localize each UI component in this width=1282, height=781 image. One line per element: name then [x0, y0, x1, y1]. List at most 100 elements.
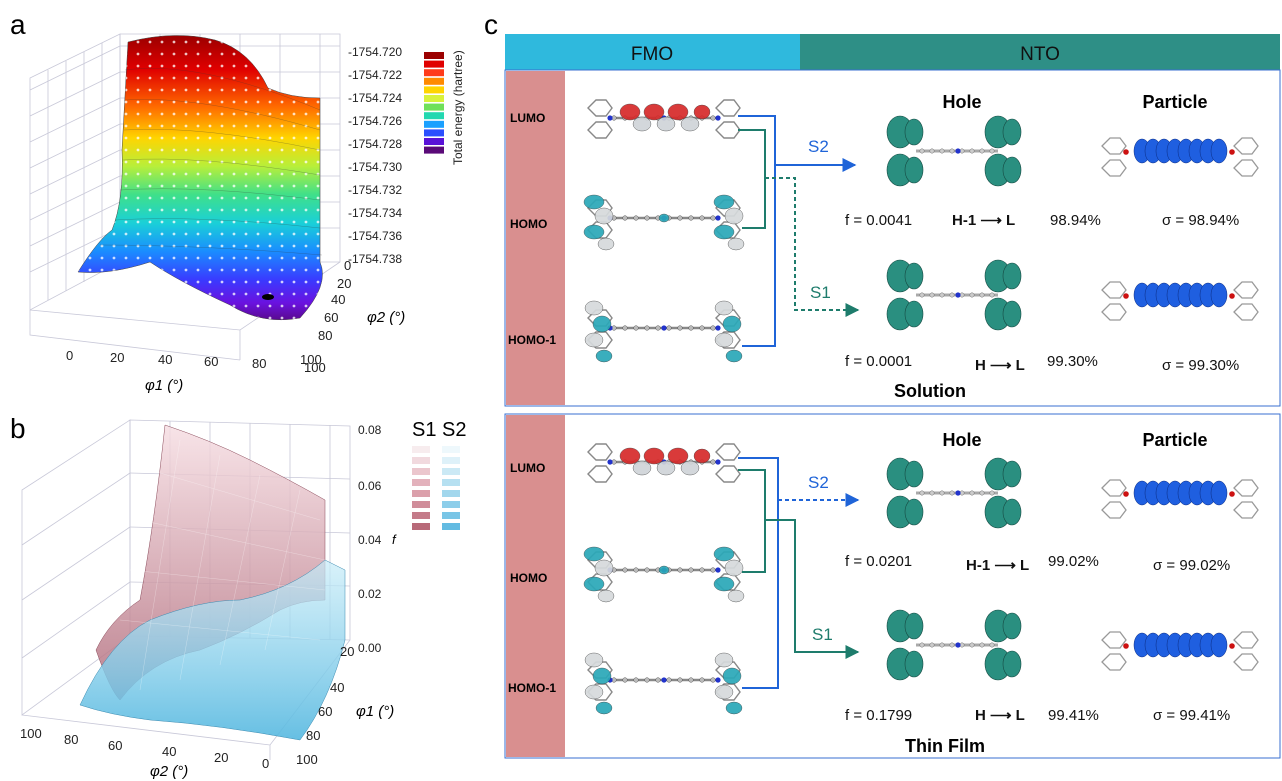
- x-tick: 80: [252, 356, 266, 371]
- panel-b-yticks: 20 40 60 80 100: [296, 644, 354, 767]
- particle-molecule: [1101, 631, 1259, 671]
- molecule-homo: [583, 194, 745, 251]
- transition-pct: 98.94%: [1050, 212, 1101, 229]
- colorbar-swatch: [424, 112, 444, 120]
- nto-header: [800, 34, 1280, 70]
- molecule-lumo: [587, 99, 741, 139]
- panel-a: a -1754.720 -1754.722 -1754.724 -1754.72…: [10, 9, 465, 394]
- x-tick: 100: [20, 726, 42, 741]
- panel-b-legend: S1 S2: [412, 419, 466, 530]
- phi1-axis-label: φ1 (°): [145, 377, 183, 394]
- f-axis-label: f: [392, 532, 397, 547]
- hole-molecule: [886, 259, 1022, 331]
- z-tick: -1754.722: [348, 68, 402, 82]
- transition: H-1 ⟶ L: [966, 557, 1029, 574]
- panel-a-label: a: [10, 9, 26, 40]
- transition-pct: 99.02%: [1048, 553, 1099, 570]
- colorbar-swatch: [424, 69, 444, 77]
- y-tick: 0: [344, 258, 351, 273]
- particle-molecule: [1101, 281, 1259, 321]
- legend-s1-swatch: [412, 490, 430, 497]
- z-tick: -1754.728: [348, 137, 402, 151]
- z-tick: -1754.730: [348, 160, 402, 174]
- phi2-axis-label: φ2 (°): [367, 309, 405, 326]
- transition: H-1 ⟶ L: [952, 212, 1015, 229]
- particle-title: Particle: [1142, 430, 1207, 450]
- state-label: S2: [808, 137, 829, 156]
- x-tick: 20: [110, 350, 124, 365]
- y-tick: 40: [330, 680, 344, 695]
- z-tick: -1754.732: [348, 183, 402, 197]
- particle-molecule: [1101, 137, 1259, 177]
- state-label: S1: [810, 283, 831, 302]
- z-tick: 0.02: [358, 587, 382, 601]
- hole-molecule: [886, 609, 1022, 681]
- legend-s1-swatch: [412, 468, 430, 475]
- legend-s1-swatch: [412, 523, 430, 530]
- legend-s2-swatch: [442, 490, 460, 497]
- particle-title: Particle: [1142, 92, 1207, 112]
- molecule-homo1: [584, 652, 743, 715]
- orbital-label: HOMO-1: [508, 681, 556, 695]
- colorbar-swatch: [424, 52, 444, 59]
- colorbar-swatch: [424, 138, 444, 145]
- colorbar-swatch: [424, 120, 444, 128]
- hole-molecule: [886, 457, 1022, 529]
- legend-s2: S2: [442, 419, 466, 441]
- legend-s2-swatch: [442, 446, 460, 453]
- colorbar-swatch: [424, 103, 444, 111]
- panel-a-xticks: 0 20 40 60 80 100: [66, 348, 322, 371]
- orbital-label: HOMO: [510, 217, 547, 231]
- nto-header-text: NTO: [1020, 44, 1060, 65]
- colorbar-swatch: [424, 95, 444, 102]
- x-tick: 60: [204, 354, 218, 369]
- molecule-homo1: [584, 300, 743, 363]
- legend-s2-swatch: [442, 457, 460, 464]
- s2-surface: [79, 559, 346, 741]
- panel-b: b 0.08 0.06 0.04 0.02 0.00 f S1 S: [10, 413, 466, 780]
- legend-s2-swatch: [442, 479, 460, 486]
- legend-s2-swatch: [442, 468, 460, 475]
- y-tick: 100: [304, 360, 326, 375]
- transition: H ⟶ L: [975, 707, 1025, 724]
- side-bar: [506, 415, 565, 757]
- particle-molecule: [1101, 479, 1259, 519]
- y-tick: 100: [296, 752, 318, 767]
- orbital-label: HOMO-1: [508, 333, 556, 347]
- phi1-axis-label-b: φ1 (°): [356, 703, 394, 720]
- sigma: σ = 99.41%: [1153, 707, 1230, 724]
- z-tick: 0.06: [358, 479, 382, 493]
- colorbar-swatch: [424, 129, 444, 137]
- legend-s2-swatch: [442, 512, 460, 519]
- panel-a-colorbar: [424, 52, 444, 154]
- colorbar-swatch: [424, 146, 444, 154]
- solution-box: LUMO HOMO HOMO-1 S2 S1 Hole Particle: [504, 69, 1281, 407]
- panel-a-zticks: -1754.720 -1754.722 -1754.724 -1754.726 …: [348, 45, 402, 266]
- colorbar-label: Total energy (hartree): [451, 50, 465, 165]
- x-tick: 100: [300, 352, 322, 367]
- panel-b-label: b: [10, 413, 26, 444]
- panel-c: c FMO NTO LUMO HOMO HOMO-1 S2 S1: [484, 9, 1281, 759]
- y-tick: 60: [318, 704, 332, 719]
- x-tick: 40: [158, 352, 172, 367]
- z-tick: -1754.736: [348, 229, 402, 243]
- orbital-label: LUMO: [510, 461, 545, 475]
- y-tick: 20: [340, 644, 354, 659]
- z-tick: -1754.726: [348, 114, 402, 128]
- legend-s1-swatch: [412, 479, 430, 486]
- transition-pct: 99.41%: [1048, 707, 1099, 724]
- orbital-label: HOMO: [510, 571, 547, 585]
- sigma: σ = 98.94%: [1162, 212, 1239, 229]
- molecule-homo: [583, 546, 745, 603]
- molecule-lumo: [587, 443, 741, 483]
- x-tick: 0: [66, 348, 73, 363]
- z-tick: 0.00: [358, 641, 382, 655]
- state-label: S1: [812, 625, 833, 644]
- z-tick: 0.04: [358, 533, 382, 547]
- legend-s1-swatch: [412, 501, 430, 508]
- z-tick: -1754.724: [348, 91, 402, 105]
- x-tick: 40: [162, 744, 176, 759]
- sigma: σ = 99.02%: [1153, 557, 1230, 574]
- hole-molecule: [886, 115, 1022, 187]
- film-title: Thin Film: [905, 736, 985, 756]
